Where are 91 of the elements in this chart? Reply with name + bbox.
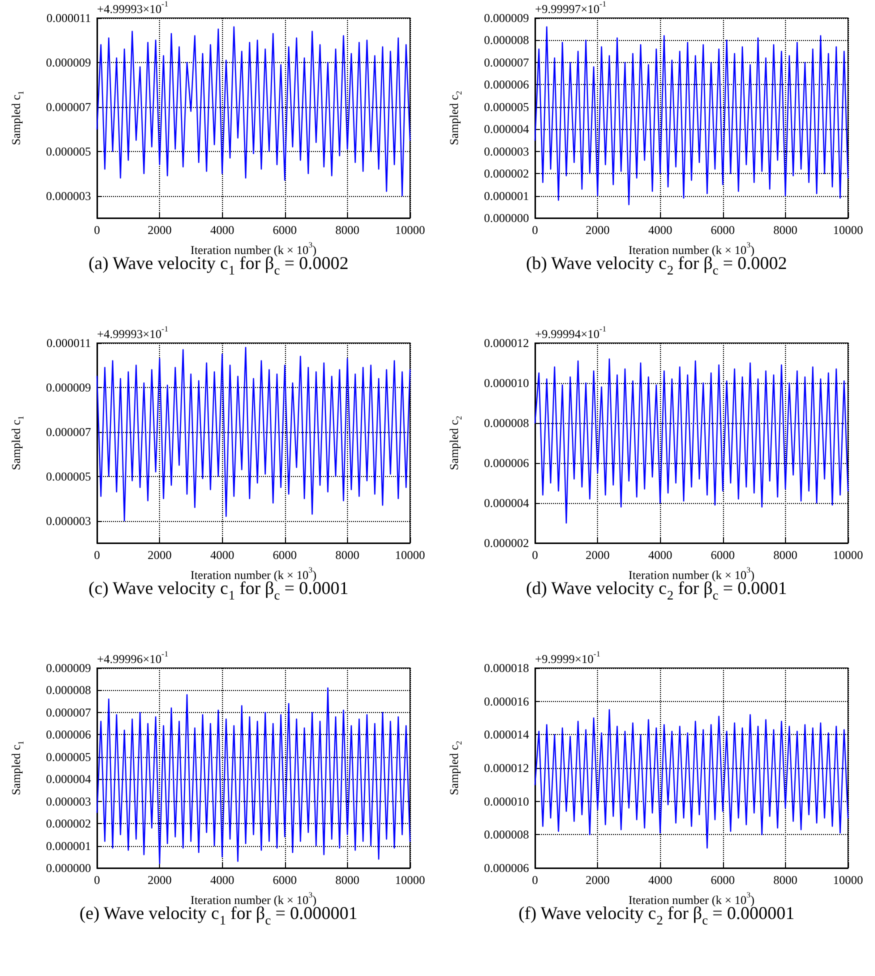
- y-tick-label: 0.000002: [46, 816, 91, 831]
- x-tick-label: 4000: [210, 223, 234, 237]
- x-tick-label: 4000: [210, 548, 234, 562]
- y-tick-label: 0.000014: [484, 728, 529, 742]
- y-tick-label: 0.000006: [484, 78, 529, 92]
- x-tick-label: 10000: [395, 873, 425, 887]
- line-series: [96, 687, 411, 864]
- y-tick-label: 0.000010: [484, 376, 529, 390]
- y-tick-label: 0.000003: [46, 794, 91, 808]
- y-tick-label: 0.000009: [46, 380, 91, 394]
- y-tick-label: 0.000005: [46, 469, 91, 484]
- y-tick-label: 0.000002: [484, 166, 529, 181]
- y-tick-label: 0.000006: [484, 456, 529, 470]
- y-tick-label: 0.000010: [484, 794, 529, 808]
- y-tick-label: 0.000011: [46, 11, 91, 25]
- x-tick-label: 0: [94, 873, 100, 887]
- y-tick-label: 0.000000: [46, 861, 91, 875]
- y-tick-label: 0.000006: [484, 861, 529, 875]
- x-tick-label: 2000: [586, 223, 610, 237]
- x-tick-label: 10000: [395, 548, 425, 562]
- x-tick-label: 6000: [272, 548, 297, 562]
- x-tick-label: 0: [532, 548, 538, 562]
- x-tick-label: 4000: [648, 223, 672, 237]
- x-tick-label: 10000: [833, 873, 863, 887]
- x-tick-label: 4000: [210, 873, 234, 887]
- y-axis-title: Sampled c1: [9, 416, 26, 470]
- y-tick-label: 0.000012: [484, 761, 529, 775]
- y-tick-label: 0.000005: [484, 100, 529, 114]
- line-series: [534, 709, 849, 849]
- y-tick-label: 0.000008: [484, 33, 529, 48]
- y-tick-label: 0.000003: [484, 144, 529, 158]
- x-tick-label: 8000: [773, 548, 798, 562]
- x-tick-label: 0: [94, 548, 100, 562]
- y-tick-label: 0.000007: [46, 705, 91, 720]
- x-tick-label: 6000: [710, 548, 735, 562]
- y-tick-label: 0.000001: [46, 838, 91, 853]
- y-tick-label: 0.000009: [484, 11, 529, 25]
- x-tick-label: 4000: [648, 548, 672, 562]
- y-tick-label: 0.000002: [484, 536, 529, 550]
- y-tick-label: 0.000007: [484, 55, 529, 70]
- y-tick-label: 0.000007: [46, 424, 91, 439]
- y-tick-label: 0.000016: [484, 694, 529, 708]
- y-tick-label: 0.000004: [484, 496, 529, 510]
- x-tick-label: 4000: [648, 873, 672, 887]
- y-axis-title: Sampled c1: [9, 740, 26, 796]
- x-tick-label: 2000: [148, 873, 172, 887]
- x-tick-label: 2000: [586, 548, 610, 562]
- y-tick-label: 0.000000: [484, 211, 529, 225]
- x-tick-label: 8000: [335, 223, 360, 237]
- x-tick-label: 2000: [148, 223, 172, 237]
- line-series: [534, 358, 849, 524]
- line-series: [96, 346, 411, 522]
- y-tick-label: 0.000003: [46, 514, 91, 528]
- y-axis-title: Sampled c2: [447, 90, 464, 146]
- x-tick-label: 8000: [773, 223, 798, 237]
- y-tick-label: 0.000005: [46, 144, 91, 158]
- y-tick-label: 0.000005: [46, 750, 91, 764]
- x-tick-label: 10000: [833, 223, 863, 237]
- x-tick-label: 10000: [395, 223, 425, 237]
- x-tick-label: 0: [532, 223, 538, 237]
- y-tick-label: 0.000008: [46, 683, 91, 698]
- y-tick-label: 0.000008: [484, 416, 529, 430]
- y-tick-label: 0.000006: [46, 728, 91, 742]
- y-tick-label: 0.000008: [484, 828, 529, 842]
- x-tick-label: 6000: [710, 223, 735, 237]
- x-tick-label: 0: [94, 223, 100, 237]
- y-tick-label: 0.000018: [484, 661, 529, 675]
- y-tick-label: 0.000004: [46, 772, 91, 786]
- y-tick-label: 0.000009: [46, 55, 91, 70]
- y-axis-title: Sampled c2: [447, 416, 464, 470]
- x-tick-label: 2000: [148, 548, 172, 562]
- y-tick-label: 0.000001: [484, 188, 529, 203]
- x-tick-label: 8000: [335, 548, 360, 562]
- x-tick-label: 8000: [773, 873, 798, 887]
- x-tick-label: 6000: [272, 873, 297, 887]
- x-tick-label: 6000: [272, 223, 297, 237]
- line-series: [534, 26, 849, 206]
- y-axis-title: Sampled c1: [9, 90, 26, 146]
- x-tick-label: 10000: [833, 548, 863, 562]
- y-tick-label: 0.000012: [484, 336, 529, 350]
- y-tick-label: 0.000007: [46, 100, 91, 114]
- x-tick-label: 2000: [586, 873, 610, 887]
- x-tick-label: 6000: [710, 873, 735, 887]
- x-tick-label: 8000: [335, 873, 360, 887]
- line-series: [96, 26, 411, 196]
- y-tick-label: 0.000009: [46, 661, 91, 675]
- y-tick-label: 0.000011: [46, 336, 91, 350]
- x-tick-label: 0: [532, 873, 538, 887]
- y-tick-label: 0.000004: [484, 122, 529, 136]
- y-axis-title: Sampled c2: [447, 740, 464, 796]
- y-tick-label: 0.000003: [46, 188, 91, 203]
